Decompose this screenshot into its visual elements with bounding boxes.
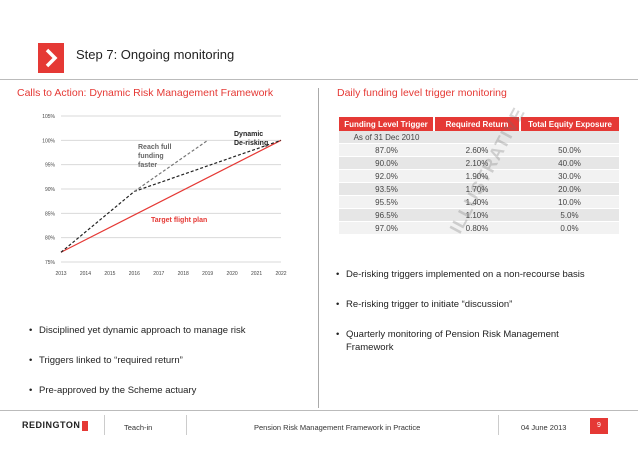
- y-tick-label: 105%: [42, 114, 55, 120]
- footer-chevron-icon: [82, 420, 89, 431]
- reach-full-funding-label: Reach full: [138, 144, 172, 151]
- table-row: 93.5% 1.70% 20.0%: [339, 182, 619, 196]
- reach-full-funding-label: funding: [138, 153, 164, 160]
- right-bullet-2: Re-risking trigger to initiate “discussi…: [336, 298, 616, 311]
- table-row: 96.5% 1.10% 5.0%: [339, 208, 619, 222]
- table-row: 97.0% 0.80% 0.0%: [339, 221, 619, 235]
- cell: 10.0%: [520, 195, 619, 209]
- header-equity-exposure: Total Equity Exposure: [520, 117, 619, 131]
- table-row: 95.5% 1.40% 10.0%: [339, 195, 619, 209]
- footer-separator: [186, 415, 187, 435]
- dynamic-derisking-label: Dynamic: [234, 131, 263, 138]
- left-section-title: Calls to Action: Dynamic Risk Management…: [17, 87, 274, 99]
- right-bullet-3: Quarterly monitoring of Pension Risk Man…: [336, 328, 586, 354]
- cell: 97.0%: [339, 221, 434, 235]
- cell: 2.10%: [434, 156, 520, 170]
- footer-presentation-title: Pension Risk Management Framework in Pra…: [254, 423, 421, 432]
- cell: 95.5%: [339, 195, 434, 209]
- x-tick-label: 2018: [178, 271, 189, 277]
- x-tick-label: 2013: [55, 271, 66, 277]
- left-bullet-1: Disciplined yet dynamic approach to mana…: [29, 324, 245, 337]
- header-funding-level: Funding Level Trigger: [339, 117, 435, 131]
- y-tick-label: 80%: [45, 236, 56, 242]
- column-divider: [318, 88, 319, 408]
- x-tick-label: 2016: [129, 271, 140, 277]
- right-section-title: Daily funding level trigger monitoring: [337, 87, 507, 99]
- cell: 50.0%: [520, 143, 619, 157]
- right-bullet-1: De-risking triggers implemented on a non…: [336, 268, 616, 281]
- cell: 0.80%: [434, 221, 520, 235]
- left-bullet-2: Triggers linked to “required return”: [29, 354, 183, 367]
- reach-full-funding-label: faster: [138, 162, 157, 169]
- target-flight-plan-label: Target flight plan: [151, 217, 207, 224]
- chevron-logo-icon: [38, 43, 64, 73]
- footer-logo: REDINGTON: [22, 420, 89, 431]
- page-title: Step 7: Ongoing monitoring: [76, 47, 235, 62]
- dynamic-derisking-label: De-risking: [234, 140, 268, 147]
- cell: 40.0%: [520, 156, 619, 170]
- footer-section: Teach-in: [124, 423, 153, 432]
- footer-divider: [0, 410, 638, 411]
- cell: 0.0%: [520, 221, 619, 235]
- cell: 90.0%: [339, 156, 434, 170]
- cell: 1.10%: [434, 208, 520, 222]
- table-row: 92.0% 1.90% 30.0%: [339, 169, 619, 183]
- y-tick-label: 75%: [45, 260, 56, 266]
- x-tick-label: 2021: [251, 271, 262, 277]
- cell: 96.5%: [339, 208, 434, 222]
- cell: 20.0%: [520, 182, 619, 196]
- x-tick-label: 2022: [275, 271, 286, 277]
- y-tick-label: 100%: [42, 138, 55, 144]
- cell: 30.0%: [520, 169, 619, 183]
- table-row: 87.0% 2.60% 50.0%: [339, 143, 619, 157]
- footer-separator: [104, 415, 105, 435]
- as-of-date: As of 31 Dec 2010: [339, 131, 434, 144]
- left-bullet-3: Pre-approved by the Scheme actuary: [29, 384, 196, 397]
- funding-level-chart: 75% 80% 85% 90% 95% 100% 105% 2013 2014 2015 2016 2…: [42, 114, 287, 277]
- y-tick-label: 85%: [45, 211, 56, 217]
- x-tick-label: 2020: [227, 271, 238, 277]
- cell: 2.60%: [434, 143, 520, 157]
- cell: 1.90%: [434, 169, 520, 183]
- trigger-table: Funding Level Trigger Required Return To…: [339, 117, 619, 235]
- x-tick-label: 2017: [153, 271, 164, 277]
- title-divider: [0, 79, 638, 80]
- cell: 1.70%: [434, 182, 520, 196]
- y-tick-label: 90%: [45, 187, 56, 193]
- cell: 5.0%: [520, 208, 619, 222]
- cell: 1.40%: [434, 195, 520, 209]
- table-header-row: Funding Level Trigger Required Return To…: [339, 117, 619, 131]
- x-tick-label: 2015: [104, 271, 115, 277]
- y-tick-label: 95%: [45, 163, 56, 169]
- header-required-return: Required Return: [434, 117, 521, 131]
- x-tick-label: 2019: [202, 271, 213, 277]
- cell: 87.0%: [339, 143, 434, 157]
- cell: 92.0%: [339, 169, 434, 183]
- footer-separator: [498, 415, 499, 435]
- cell: 93.5%: [339, 182, 434, 196]
- x-tick-label: 2014: [80, 271, 91, 277]
- table-row: As of 31 Dec 2010: [339, 131, 619, 144]
- footer-logo-text: REDINGTON: [22, 420, 81, 430]
- footer-date: 04 June 2013: [521, 423, 567, 432]
- series-line: [60, 139, 282, 253]
- page-number: 9: [590, 418, 608, 434]
- table-row: 90.0% 2.10% 40.0%: [339, 156, 619, 170]
